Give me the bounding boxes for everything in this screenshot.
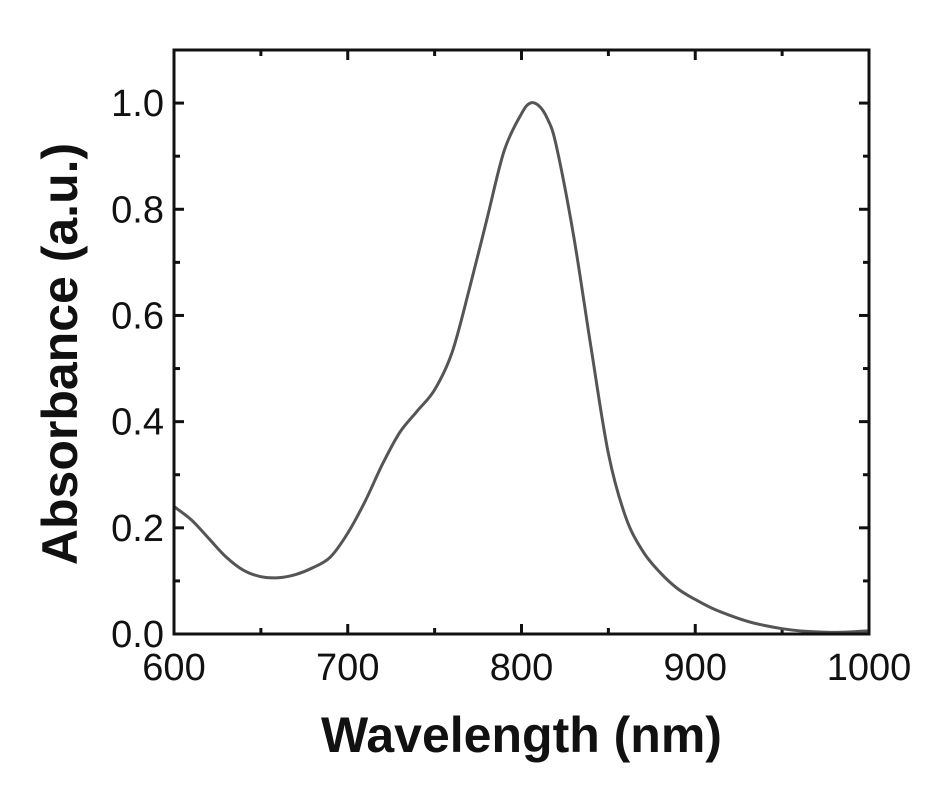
y-axis-title: Absorbance (a.u.) <box>32 143 88 565</box>
y-tick-label: 0.8 <box>111 189 164 231</box>
absorbance-series-line <box>173 101 870 634</box>
plot-frame <box>172 48 871 636</box>
y-tick-label: 1.0 <box>111 83 164 125</box>
x-tick-label: 800 <box>490 647 553 689</box>
ticks-layer <box>172 48 871 636</box>
x-axis-title: Wavelength (nm) <box>321 707 722 763</box>
y-tick-label: 0.0 <box>111 614 164 656</box>
tick-labels-layer: 600 700 800 900 1000 0.0 0.2 0.4 0.6 0.8 1.0 <box>111 83 911 689</box>
x-tick-label: 1000 <box>827 647 912 689</box>
y-tick-label: 0.4 <box>111 402 164 444</box>
y-tick-label: 0.6 <box>111 295 164 337</box>
x-tick-label: 900 <box>664 647 727 689</box>
x-tick-label: 700 <box>316 647 379 689</box>
y-tick-label: 0.2 <box>111 508 164 550</box>
x-tick-label: 600 <box>142 647 205 689</box>
